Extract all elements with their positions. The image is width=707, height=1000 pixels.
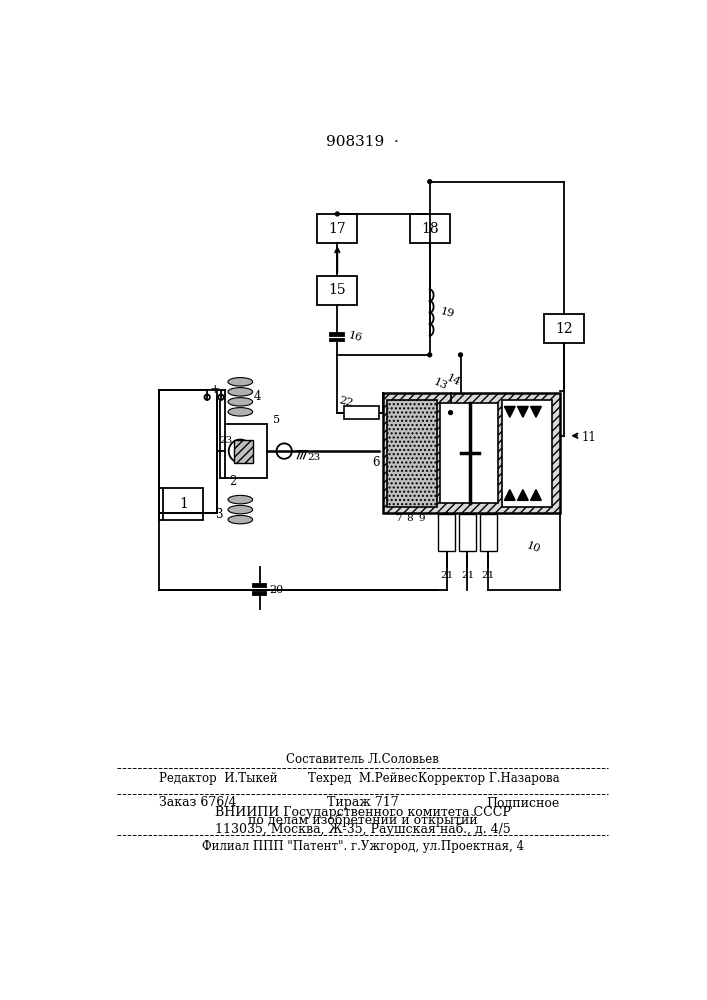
Circle shape bbox=[428, 353, 432, 357]
Text: 17: 17 bbox=[329, 222, 346, 236]
Text: 2: 2 bbox=[229, 475, 236, 488]
Text: ВНИИПИ Государственного комитета СССР: ВНИИПИ Государственного комитета СССР bbox=[215, 806, 510, 819]
Text: Тираж 717: Тираж 717 bbox=[327, 796, 399, 809]
Text: 113035, Москва, Ж-35, Раушская наб., д. 4/5: 113035, Москва, Ж-35, Раушская наб., д. … bbox=[215, 822, 510, 836]
Text: 15: 15 bbox=[329, 283, 346, 297]
Text: Заказ 676/4: Заказ 676/4 bbox=[160, 796, 237, 809]
Text: 6: 6 bbox=[372, 456, 380, 469]
Text: 23: 23 bbox=[220, 436, 233, 445]
Bar bbox=[344, 406, 379, 419]
Text: 9: 9 bbox=[418, 514, 425, 523]
Bar bbox=[317, 214, 357, 243]
Bar bbox=[234, 440, 253, 463]
Bar bbox=[163, 488, 204, 520]
Bar bbox=[160, 389, 217, 513]
Text: 20: 20 bbox=[269, 585, 283, 595]
Text: 21: 21 bbox=[440, 571, 453, 580]
Circle shape bbox=[459, 353, 462, 357]
Text: 14: 14 bbox=[445, 373, 462, 388]
Text: 21: 21 bbox=[481, 571, 495, 580]
Text: 7: 7 bbox=[395, 514, 402, 523]
Text: по делам изобретений и открытий: по делам изобретений и открытий bbox=[248, 814, 477, 827]
Text: 5: 5 bbox=[274, 415, 281, 425]
Text: Корректор Г.Назарова: Корректор Г.Назарова bbox=[419, 772, 560, 785]
Bar bbox=[387, 400, 437, 507]
Polygon shape bbox=[518, 406, 528, 417]
Bar bbox=[253, 592, 266, 595]
Polygon shape bbox=[504, 490, 515, 500]
Text: Техред  М.Рейвес: Техред М.Рейвес bbox=[308, 772, 418, 785]
Bar bbox=[502, 400, 552, 507]
Bar bbox=[317, 276, 357, 305]
Text: 3: 3 bbox=[215, 508, 223, 521]
Circle shape bbox=[335, 212, 339, 216]
Text: 8: 8 bbox=[407, 514, 413, 523]
Bar bbox=[480, 514, 497, 551]
Circle shape bbox=[428, 180, 432, 184]
Text: 23: 23 bbox=[307, 453, 320, 462]
Text: -: - bbox=[199, 383, 203, 396]
Text: 18: 18 bbox=[421, 222, 438, 236]
Polygon shape bbox=[530, 490, 542, 500]
Text: 10: 10 bbox=[525, 540, 542, 554]
Text: 1: 1 bbox=[179, 497, 188, 511]
Polygon shape bbox=[504, 406, 515, 417]
Text: 908319  ·: 908319 · bbox=[327, 135, 399, 149]
Bar bbox=[438, 514, 455, 551]
Bar bbox=[459, 514, 476, 551]
Text: Составитель Л.Соловьев: Составитель Л.Соловьев bbox=[286, 753, 439, 766]
Text: Редактор  И.Тыкей: Редактор И.Тыкей bbox=[160, 772, 278, 785]
Text: 13: 13 bbox=[432, 377, 449, 392]
Bar bbox=[382, 393, 560, 513]
Ellipse shape bbox=[228, 408, 252, 416]
Ellipse shape bbox=[228, 515, 252, 524]
Circle shape bbox=[448, 411, 452, 415]
Text: 21: 21 bbox=[461, 571, 474, 580]
Bar bbox=[225, 424, 267, 478]
Ellipse shape bbox=[228, 388, 252, 396]
Text: 12: 12 bbox=[556, 322, 573, 336]
Ellipse shape bbox=[228, 505, 252, 514]
Text: Подписное: Подписное bbox=[486, 796, 560, 809]
Text: Филиал ППП "Патент". г.Ужгород, ул.Проектная, 4: Филиал ППП "Патент". г.Ужгород, ул.Проек… bbox=[201, 840, 524, 853]
Text: 11: 11 bbox=[581, 431, 596, 444]
Bar bbox=[253, 584, 266, 587]
Bar bbox=[330, 333, 344, 336]
Ellipse shape bbox=[228, 398, 252, 406]
Polygon shape bbox=[518, 490, 528, 500]
Bar bbox=[409, 214, 450, 243]
Text: 4: 4 bbox=[253, 390, 261, 403]
Text: +: + bbox=[209, 383, 220, 396]
Text: 16: 16 bbox=[347, 330, 363, 344]
Bar bbox=[330, 339, 344, 341]
Ellipse shape bbox=[228, 495, 252, 504]
Polygon shape bbox=[530, 406, 542, 417]
Bar bbox=[440, 403, 498, 503]
Text: 19: 19 bbox=[439, 306, 455, 319]
Bar bbox=[544, 314, 585, 343]
Ellipse shape bbox=[228, 378, 252, 386]
Text: 22: 22 bbox=[338, 395, 354, 408]
